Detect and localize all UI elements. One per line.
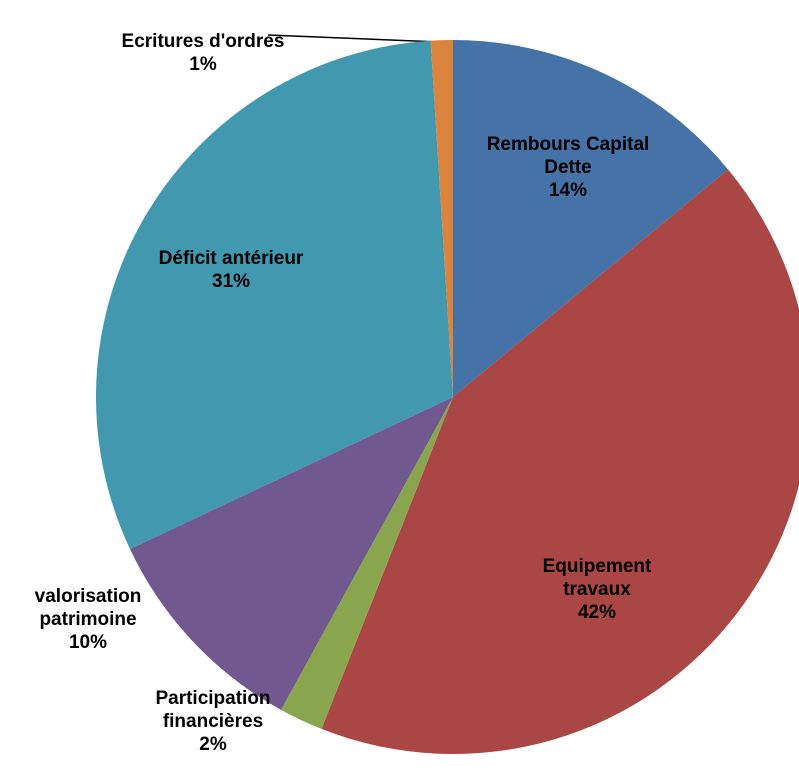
category-label: Rembours Capital Dette — [486, 134, 650, 178]
slice-label: valorisation patrimoine 10% — [5, 585, 171, 654]
slice-label: Participation financières 2% — [130, 687, 296, 756]
category-label: valorisation patrimoine — [34, 586, 142, 630]
pie-slice — [281, 397, 453, 729]
leader-line — [267, 34, 441, 43]
slice-label: Ecritures d'ordres 1% — [120, 30, 286, 76]
pie-slice — [321, 169, 799, 754]
value-label: 14% — [548, 180, 588, 201]
pie-slice — [129, 397, 453, 710]
value-label: 31% — [211, 271, 251, 292]
slice-label: Déficit antérieur 31% — [148, 247, 314, 293]
value-label: 42% — [577, 602, 617, 623]
category-label: Ecritures d'ordres — [121, 31, 285, 52]
pie-slice — [430, 40, 453, 397]
pie-slice — [453, 40, 729, 397]
slice-label: Rembours Capital Dette 14% — [485, 133, 651, 202]
category-label: Equipement travaux — [542, 556, 652, 600]
value-label: 10% — [68, 632, 108, 653]
category-label: Participation financières — [155, 688, 271, 732]
value-label: 2% — [199, 734, 227, 755]
value-label: 1% — [189, 54, 217, 75]
pie-slice — [95, 40, 454, 550]
slice-label: Equipement travaux 42% — [514, 555, 680, 624]
category-label: Déficit antérieur — [158, 248, 304, 269]
